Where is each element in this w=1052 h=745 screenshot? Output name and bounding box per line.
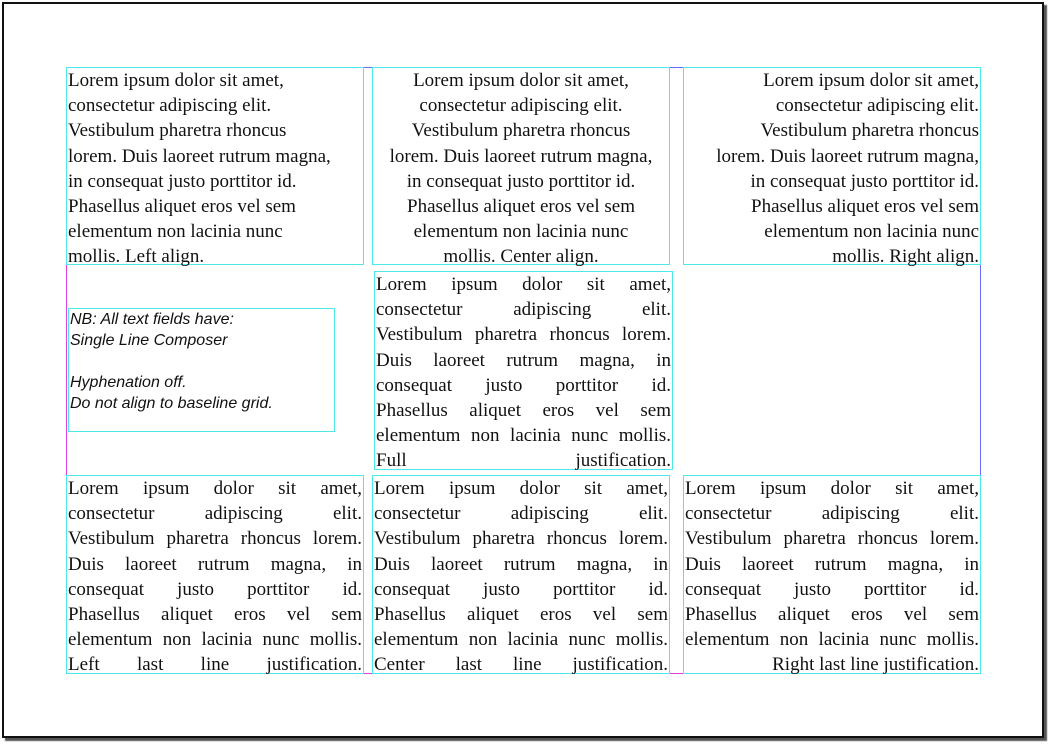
text-line: Duis laoreet rutrum magna, in	[374, 553, 668, 575]
text-line: in consequat justo porttitor id.	[68, 170, 297, 192]
text-frame-right-last-line-justification[interactable]: Lorem ipsum dolor sit amet, consectetur a…	[683, 475, 981, 676]
text-line: Duis laoreet rutrum magna, in	[68, 553, 362, 575]
text-line: Lorem ipsum dolor sit amet,	[413, 70, 629, 91]
text-line: Lorem ipsum dolor sit amet,	[68, 478, 362, 499]
text-line: mollis. Left align.	[68, 246, 205, 268]
note-line: Hyphenation off.	[70, 374, 187, 391]
text-line: Full justification.	[376, 450, 671, 472]
text-frame-left-align[interactable]: Lorem ipsum dolor sit amet, consectetur a…	[66, 67, 364, 267]
text-line: Phasellus aliquet eros vel sem	[68, 603, 362, 625]
text-line: Left last line justification.	[68, 654, 362, 676]
note-line	[70, 351, 333, 372]
text-line: lorem. Duis laoreet rutrum magna,	[716, 145, 979, 167]
text-line: lorem. Duis laoreet rutrum magna,	[68, 145, 331, 167]
text-line: Lorem ipsum dolor sit amet,	[68, 70, 284, 91]
text-line: Phasellus aliquet eros vel sem	[374, 603, 668, 625]
text-line: Lorem ipsum dolor sit amet,	[685, 478, 979, 499]
text-line: consequat justo porttitor id.	[68, 578, 362, 600]
text-line: consectetur adipiscing elit.	[685, 503, 979, 525]
text-line: Center last line justification.	[374, 654, 668, 676]
text-line: elementum non lacinia nunc	[68, 221, 283, 243]
text-frame-center-align[interactable]: Lorem ipsum dolor sit amet, consectetur a…	[372, 67, 670, 267]
text-line: consequat justo porttitor id.	[685, 578, 979, 600]
text-line: in consequat justo porttitor id.	[750, 170, 979, 192]
text-line: consequat justo porttitor id.	[376, 374, 671, 396]
text-frame-center-last-line-justification[interactable]: Lorem ipsum dolor sit amet, consectetur a…	[372, 475, 670, 676]
text-line: consectetur adipiscing elit.	[775, 95, 979, 117]
text-line: consectetur adipiscing elit.	[68, 95, 272, 117]
text-frame-full-justification[interactable]: Lorem ipsum dolor sit amet, consectetur a…	[374, 271, 673, 472]
text-line: Phasellus aliquet eros vel sem	[751, 195, 979, 217]
text-line: Vestibulum pharetra rhoncus lorem.	[68, 528, 362, 550]
text-frame-left-last-line-justification[interactable]: Lorem ipsum dolor sit amet, consectetur a…	[66, 475, 364, 676]
note-text-frame[interactable]: NB: All text fields have: Single Line Co…	[68, 308, 335, 432]
text-line: mollis. Center align.	[443, 246, 599, 268]
text-line: Vestibulum pharetra rhoncus lorem.	[685, 528, 979, 550]
text-line: in consequat justo porttitor id.	[406, 170, 636, 192]
text-line: consectetur adipiscing elit.	[374, 503, 668, 525]
text-frame-right-align[interactable]: Lorem ipsum dolor sit amet, consectetur a…	[683, 67, 981, 267]
text-line: consectetur adipiscing elit.	[419, 95, 623, 117]
text-line: Phasellus aliquet eros vel sem	[407, 195, 635, 217]
text-line: Duis laoreet rutrum magna, in	[685, 553, 979, 575]
text-line: Vestibulum pharetra rhoncus	[760, 120, 979, 142]
text-line: elementum non lacinia nunc	[764, 221, 979, 243]
text-line: Vestibulum pharetra rhoncus	[411, 120, 631, 142]
text-line: lorem. Duis laoreet rutrum magna,	[389, 145, 653, 167]
text-line: elementum non lacinia nunc mollis.	[68, 629, 362, 651]
text-line: Vestibulum pharetra rhoncus lorem.	[376, 324, 671, 346]
text-line: Vestibulum pharetra rhoncus lorem.	[374, 528, 668, 550]
note-line: NB: All text fields have:	[70, 311, 234, 328]
text-line: consequat justo porttitor id.	[374, 578, 668, 600]
text-line: elementum non lacinia nunc	[413, 221, 629, 243]
text-line: Vestibulum pharetra rhoncus	[68, 120, 287, 142]
text-line: elementum non lacinia nunc mollis.	[376, 425, 671, 447]
text-line: mollis. Right align.	[832, 246, 979, 268]
note-line: Single Line Composer	[70, 332, 228, 349]
document-page	[2, 2, 1044, 738]
note-line: Do not align to baseline grid.	[70, 395, 273, 412]
text-line: Phasellus aliquet eros vel sem	[376, 399, 671, 421]
text-line: elementum non lacinia nunc mollis.	[374, 629, 668, 651]
text-line: Duis laoreet rutrum magna, in	[376, 349, 671, 371]
text-line: Lorem ipsum dolor sit amet,	[763, 70, 979, 91]
text-line: Lorem ipsum dolor sit amet,	[376, 274, 671, 295]
text-line: Phasellus aliquet eros vel sem	[68, 195, 296, 217]
text-line: elementum non lacinia nunc mollis.	[685, 629, 979, 651]
text-line: Phasellus aliquet eros vel sem	[685, 603, 979, 625]
text-line: Lorem ipsum dolor sit amet,	[374, 478, 668, 499]
text-line: consectetur adipiscing elit.	[68, 503, 362, 525]
text-line: Right last line justification.	[772, 654, 979, 676]
text-line: consectetur adipiscing elit.	[376, 299, 671, 321]
